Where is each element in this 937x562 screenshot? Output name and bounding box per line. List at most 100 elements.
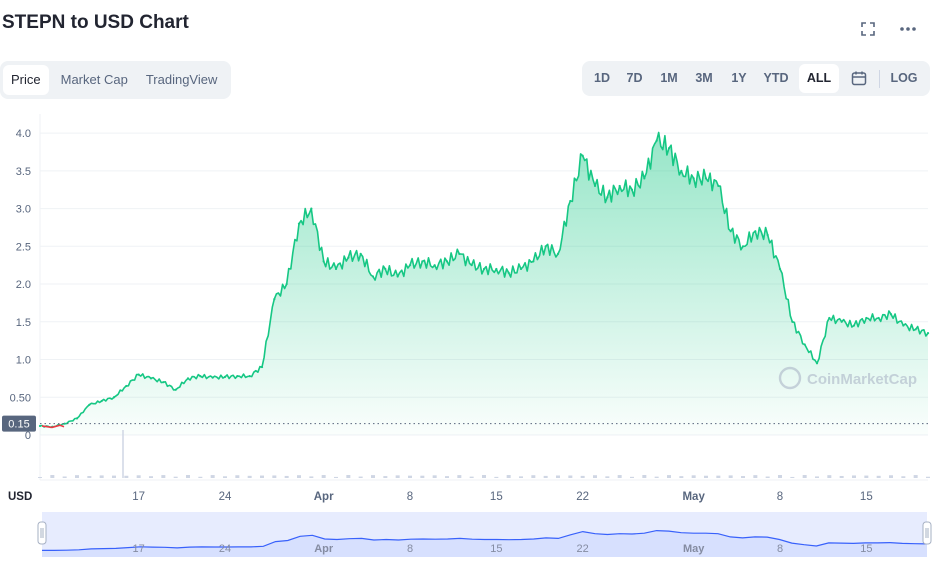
volume-bar [901,476,906,478]
x-tick-label: Apr [314,491,334,503]
volume-bar [605,476,610,478]
navigator-tick-label: Apr [314,543,334,555]
price-point [482,267,486,271]
volume-bar [334,476,338,478]
volume-bar [593,475,597,478]
range-1y-button[interactable]: 1Y [731,71,747,85]
price-point [273,298,276,301]
volume-bar [161,475,166,478]
volume-bar [543,475,548,478]
price-point [593,184,597,188]
volume-bar [568,475,573,478]
volume-bar [876,475,881,478]
range-7d-button[interactable]: 7D [626,71,643,85]
price-point [889,313,893,316]
price-point [458,252,461,255]
volume-bar [839,475,844,478]
volume-bar [420,475,425,478]
price-point [655,139,658,142]
volume-bar [519,476,523,478]
log-scale-button[interactable]: LOG [890,71,918,85]
navigator-tick-label: 22 [577,543,589,555]
y-tick-label: 2.0 [16,279,31,291]
price-point [680,169,683,172]
y-tick-label: 1.5 [16,317,31,329]
price-point [606,196,609,199]
price-point [100,399,103,403]
price-point [741,245,745,248]
more-dots-icon[interactable] [897,20,919,40]
volume-bar [469,476,474,478]
watermark: CoinMarketCap [778,366,917,390]
price-point [371,275,375,278]
volume-bar [728,475,733,478]
volume-bar [173,476,178,478]
price-point [297,222,301,225]
price-point [149,377,153,380]
x-tick-label: 22 [576,491,589,503]
volume-bar [309,476,314,478]
volume-bar [617,475,622,478]
price-line-red-start [41,424,65,429]
volume-bar [408,475,412,478]
volume-bar [913,475,918,478]
price-point [186,377,190,380]
volume-bar [716,475,721,478]
volume-bar [691,475,696,478]
price-point [556,252,560,255]
tab-market-cap[interactable]: Market Cap [60,72,128,87]
y-tick-label: 0 [25,430,31,442]
fullscreen-icon[interactable] [857,20,879,40]
range-1m-button[interactable]: 1M [660,71,678,85]
range-1d-button[interactable]: 1D [594,71,610,85]
volume-bar [198,476,203,478]
navigator-handle-left[interactable] [37,521,47,545]
x-tick-label: 15 [860,491,873,503]
price-point [421,260,424,263]
navigator-tick-label: 24 [219,543,231,555]
volume-bar [124,475,129,478]
range-ytd-button[interactable]: YTD [763,71,789,85]
volume-bar [223,476,227,478]
volume-bar [210,475,215,478]
price-point [38,424,42,428]
volume-bar [272,475,277,478]
tab-price[interactable]: Price [3,65,49,95]
volume-bar [99,475,104,478]
volume-bar [432,475,437,478]
time-range-selector: 1D 7D 1M 3M 1Y YTD ALL LOG [582,61,930,96]
y-tick-label: 2.5 [16,241,31,253]
price-point [223,375,227,378]
volume-bar [395,475,400,478]
navigator-tick-label: May [683,543,705,555]
price-area-fill [40,132,928,435]
price-point [396,275,399,278]
volume-bar [112,475,116,478]
price-point [137,373,140,376]
volume-bar [297,475,301,478]
price-point [791,320,794,323]
volume-bar [383,476,388,478]
navigator-handle-right[interactable] [922,521,932,545]
volume-bar [667,475,671,478]
volume-bar [815,476,819,478]
price-point [704,177,708,180]
volume-bar [765,476,770,478]
tab-tradingview[interactable]: TradingView [145,72,218,87]
price-point [408,264,412,267]
volume-bar [630,476,634,478]
volume-bar [642,475,647,478]
volume-bar [864,475,869,478]
calendar-icon[interactable] [846,64,872,93]
volume-bar [494,476,499,478]
volume-bar [531,475,536,478]
volume-bar [741,476,745,478]
volume-bar [321,475,326,478]
range-all-button[interactable]: ALL [799,64,839,93]
volume-bar [136,475,141,478]
range-3m-button[interactable]: 3M [695,71,713,85]
price-point [162,381,165,384]
volume-bar [371,475,375,478]
price-point [667,147,671,150]
price-point [260,365,264,369]
